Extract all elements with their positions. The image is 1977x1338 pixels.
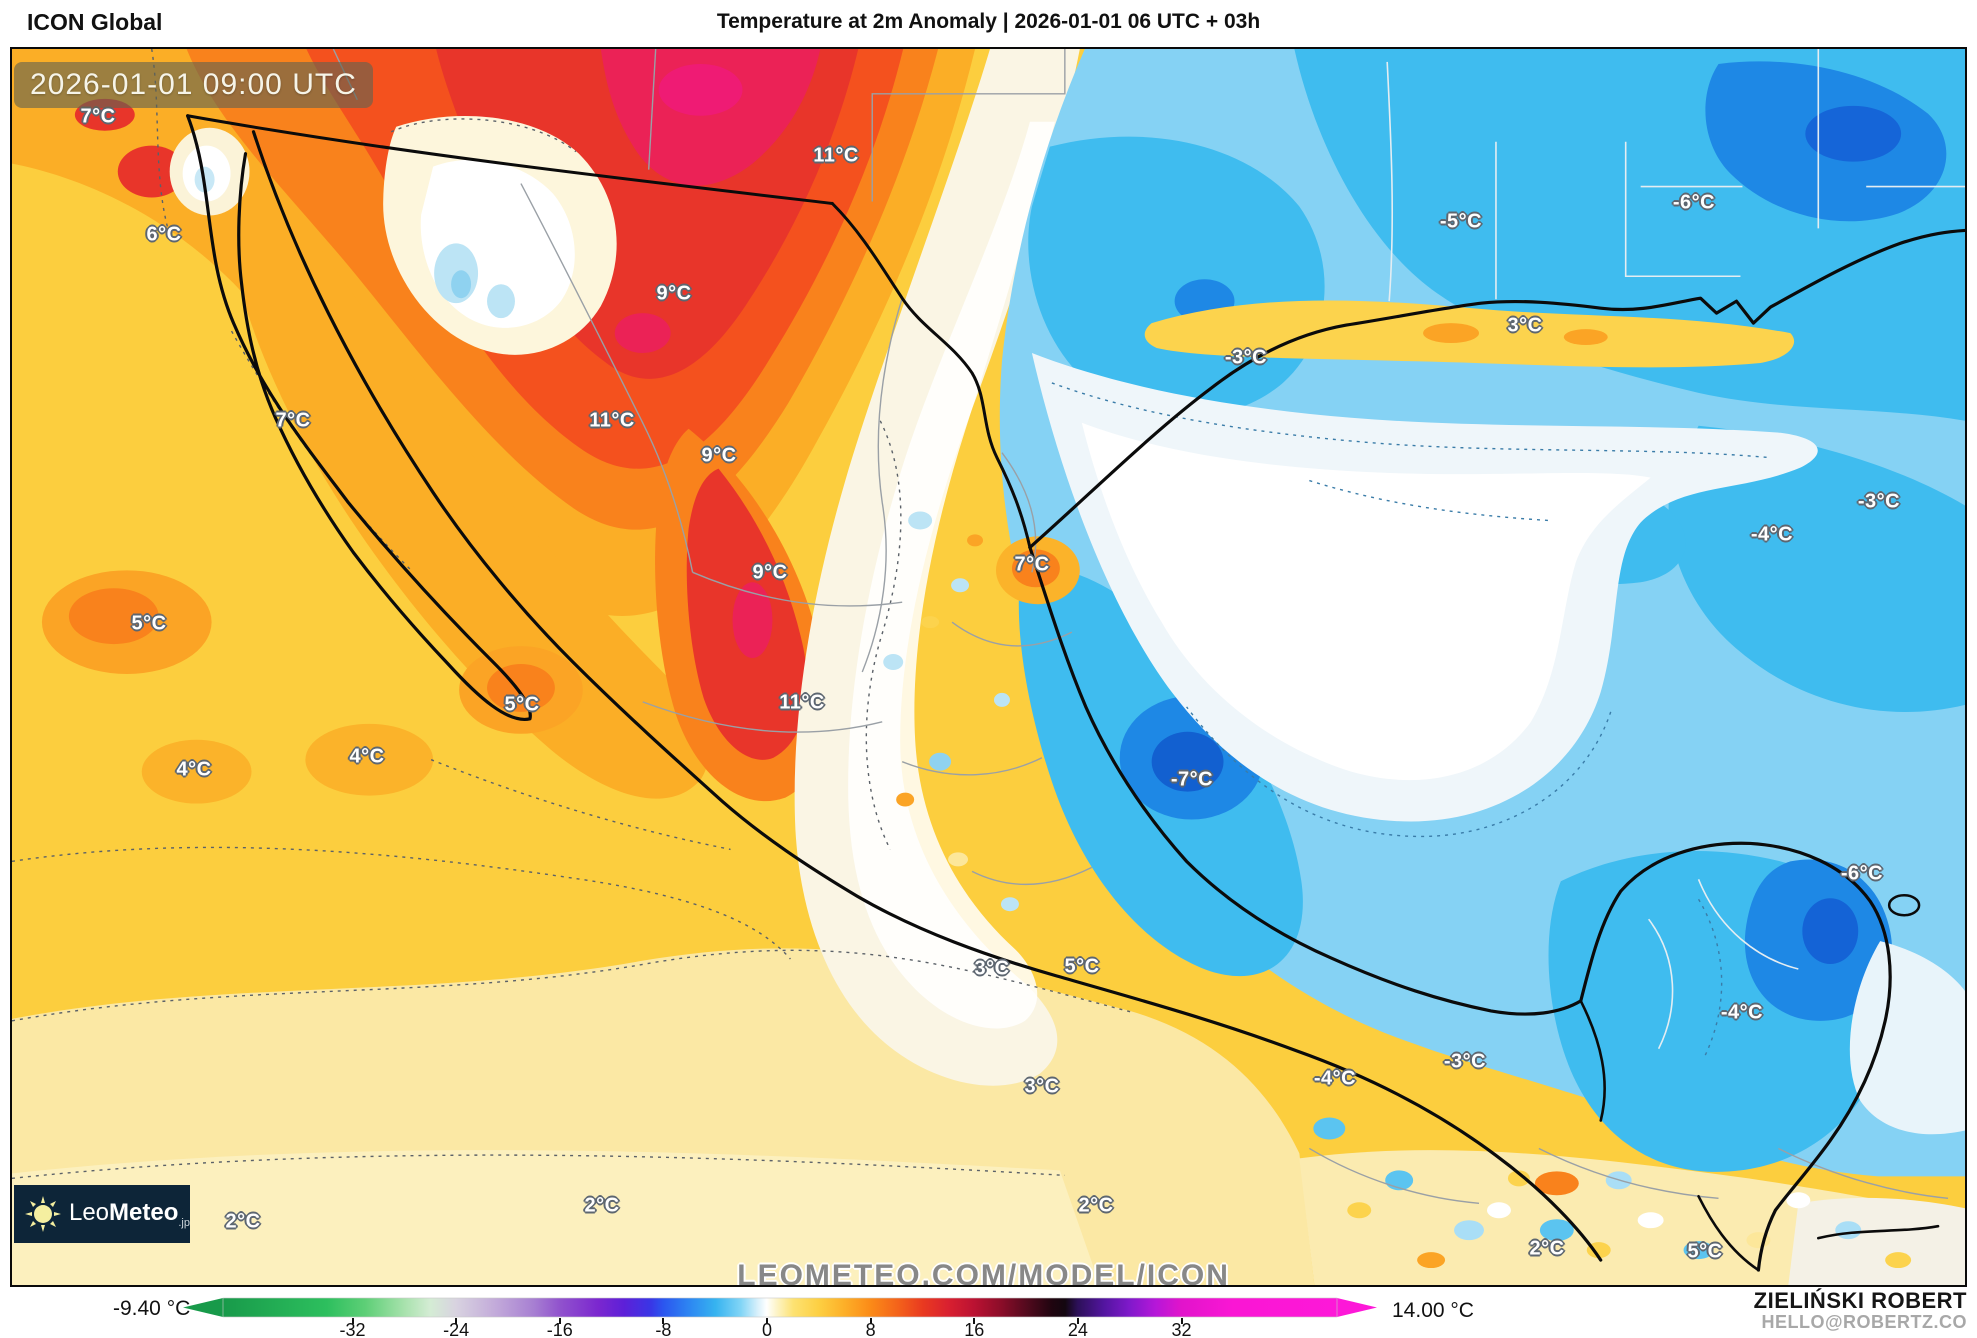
colorbar-tick: [558, 1318, 561, 1324]
colorbar-tick-label: 0: [762, 1320, 773, 1338]
colorbar-max-label: 14.00 °C: [1392, 1299, 1474, 1322]
sun-icon: [24, 1196, 61, 1232]
temp-label: 5°C: [1687, 1240, 1723, 1263]
temp-label: 11°C: [779, 691, 825, 714]
temp-label: 4°C: [176, 758, 212, 781]
logo-text: LeoMeteo.jp: [68, 1199, 190, 1229]
colorbar-tick: [351, 1318, 354, 1324]
colorbar-gradient: [183, 1297, 1377, 1318]
temp-label: 7°C: [80, 105, 116, 128]
author-contact[interactable]: HELLO@ROBERTZ.CO: [1761, 1312, 1967, 1333]
temp-label: -4°C: [1720, 1001, 1764, 1024]
temp-label: 6°C: [146, 223, 182, 246]
temp-label: 9°C: [752, 561, 788, 584]
temp-label: -3°C: [1224, 346, 1268, 369]
colorbar-tick: [662, 1318, 665, 1324]
contour-lines: [12, 49, 1135, 1180]
temp-label: 11°C: [813, 144, 859, 167]
temp-label: 9°C: [656, 282, 692, 305]
temp-label: -6°C: [1672, 191, 1716, 214]
temp-label: -5°C: [1439, 210, 1483, 233]
anomaly-fields: [12, 49, 1965, 1285]
author-name: ZIELIŃSKI ROBERT: [1753, 1288, 1967, 1313]
temp-label: 2°C: [225, 1210, 261, 1233]
valid-time-badge: 2026-01-01 09:00 UTC: [14, 62, 373, 108]
colorbar-min-label: -9.40 °C: [113, 1297, 191, 1320]
map-art: [12, 49, 1965, 1285]
contour-lines-gulf: [1051, 382, 1771, 1060]
colorbar-tick-label: 24: [1067, 1320, 1088, 1338]
colorbar-footer: -32 -24 -16 -8 0 8 16 24 32 -9.40 °C 14.00 °C ZI…: [0, 1287, 1977, 1338]
colorbar-tick-label: -24: [443, 1320, 470, 1338]
temp-label: 5°C: [504, 693, 540, 716]
temp-label: 7°C: [1014, 553, 1050, 576]
temp-label: -4°C: [1313, 1067, 1357, 1090]
temp-label: 11°C: [589, 409, 635, 432]
map-canvas: 7°C 6°C 11°C 9°C 7°C 11°C 9°C -3°C 3°C -5°C -6°C -3…: [10, 47, 1967, 1287]
credits: ZIELIŃSKI ROBERT HELLO@ROBERTZ.CO: [1753, 1288, 1967, 1333]
temp-label: -4°C: [1750, 523, 1794, 546]
colorbar-tick-label: 8: [865, 1320, 876, 1338]
colorbar-tick: [1076, 1318, 1079, 1324]
temp-label: 3°C: [1024, 1075, 1060, 1098]
colorbar-tick-label: 16: [964, 1320, 985, 1338]
colorbar-tick-label: -8: [655, 1320, 672, 1338]
model-name: ICON Global: [27, 9, 163, 35]
colorbar-tick: [455, 1318, 458, 1324]
state-borders: [332, 49, 1949, 1204]
colorbar-tick: [1180, 1318, 1183, 1324]
temp-label: -3°C: [1443, 1050, 1487, 1073]
colorbar-tick: [869, 1318, 872, 1324]
leometeo-logo[interactable]: LeoMeteo.jp: [14, 1185, 190, 1243]
header: ICON Global Temperature at 2m Anomaly | …: [0, 0, 1977, 47]
temp-label: -6°C: [1840, 862, 1884, 885]
temp-label: 2°C: [1529, 1237, 1565, 1260]
watermark: LEOMETEO.COM/MODEL/ICON: [737, 1259, 1230, 1287]
temp-label: -3°C: [1857, 490, 1901, 513]
temp-label: 2°C: [1078, 1194, 1114, 1217]
temp-label: 5°C: [1064, 955, 1100, 978]
colorbar-tick-label: -16: [546, 1320, 573, 1338]
temp-label: 4°C: [349, 745, 385, 768]
colorbar-tick: [766, 1318, 769, 1324]
coastlines: [186, 114, 1965, 1272]
temp-label: 7°C: [275, 409, 311, 432]
temp-label: 3°C: [974, 957, 1010, 980]
temp-label: -7°C: [1170, 768, 1214, 791]
temp-label: 9°C: [701, 444, 737, 467]
temp-label: 5°C: [131, 612, 167, 635]
page-title: Temperature at 2m Anomaly | 2026-01-01 0…: [716, 10, 1261, 33]
temp-label: 3°C: [1507, 314, 1543, 337]
colorbar-tick-label: -32: [339, 1320, 366, 1338]
state-borders-light: [1386, 49, 1965, 1050]
colorbar-tick-label: 32: [1171, 1320, 1192, 1338]
temp-label: 2°C: [584, 1194, 620, 1217]
colorbar-tick: [973, 1318, 976, 1324]
